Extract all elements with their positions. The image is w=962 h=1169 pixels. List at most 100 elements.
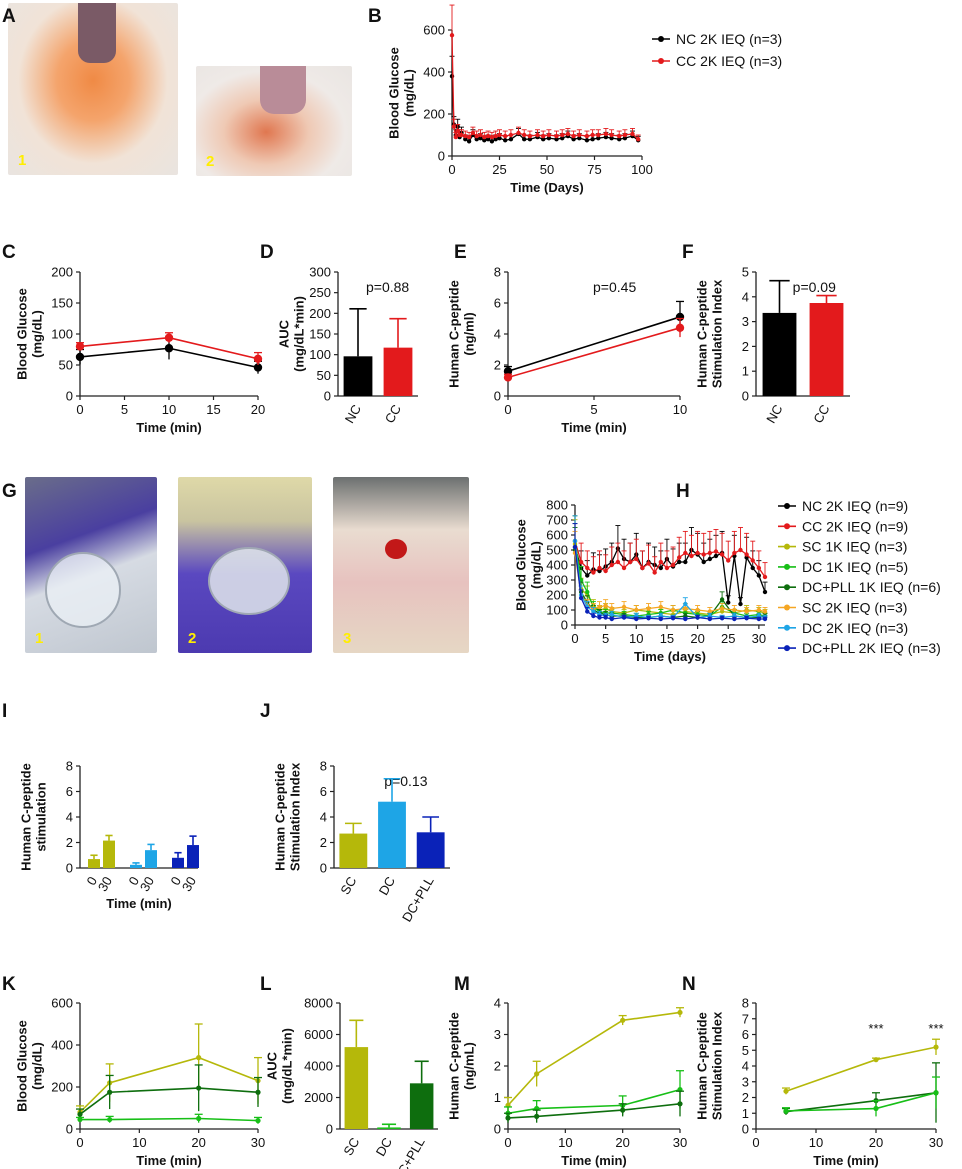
- panel-b-data-point: [459, 132, 464, 138]
- panel-h-data-point: [658, 604, 664, 610]
- panel-m-y-label: Human C-peptide: [447, 1012, 462, 1120]
- panel-n-y-label: Stimulation Index: [710, 1011, 725, 1120]
- panel-j-annotation: p=0.13: [384, 773, 427, 789]
- panel-e-series-line: [507, 316, 681, 372]
- panel-c-data-point: [75, 352, 85, 362]
- panel-h-data-point: [609, 562, 614, 568]
- panel-m-x-label: Time (min): [561, 1153, 627, 1168]
- panel-l-y-tick-label: 6000: [304, 1027, 333, 1042]
- panel-d-y-tick-label: 150: [309, 327, 331, 342]
- panel-h-legend-label: CC 2K IEQ (n=9): [802, 518, 908, 534]
- panel-h-data-point: [676, 559, 682, 565]
- panel-letter-d: D: [260, 242, 274, 263]
- panel-c-data-point: [164, 333, 174, 342]
- panel-j-category-label: DC+PLL: [399, 874, 437, 924]
- panel-b-data-point: [503, 133, 508, 139]
- panel-b-data-point: [522, 137, 527, 142]
- photo-g2: 2: [178, 477, 312, 653]
- panel-d-y-tick-label: 100: [309, 347, 331, 362]
- panel-h-data-point: [750, 558, 755, 563]
- panel-b-data-point: [466, 134, 472, 140]
- panel-k-data-point: [255, 1118, 261, 1124]
- panel-k-y-label: Blood Glucose: [15, 1020, 30, 1112]
- panel-b-x-tick-label: 100: [631, 162, 653, 177]
- panel-f-bar: [762, 312, 797, 396]
- panel-h-data-point: [658, 559, 664, 565]
- panel-h-data-point: [634, 556, 639, 562]
- panel-b-data-point: [617, 133, 622, 139]
- panel-d-category-label: CC: [382, 402, 404, 426]
- panel-b-legend-label: CC 2K IEQ (n=3): [676, 53, 782, 69]
- panel-k-x-tick-label: 0: [76, 1135, 83, 1150]
- panel-i-y-tick-label: 0: [66, 861, 73, 876]
- panel-n-y-tick-label: 6: [742, 1027, 749, 1042]
- panel-c-data-point: [253, 363, 263, 372]
- panel-b-data-point: [489, 139, 495, 144]
- panel-l-bar: [377, 1127, 401, 1129]
- panel-b-data-point: [546, 135, 552, 141]
- panel-i-y-tick-label: 6: [66, 784, 73, 799]
- panel-h-data-point: [615, 559, 621, 565]
- panel-h-legend-marker: [784, 523, 790, 530]
- panel-h-x-tick-label: 10: [629, 631, 643, 646]
- panel-h-data-point: [658, 616, 664, 622]
- panel-n-y-tick-label: 5: [742, 1043, 749, 1058]
- panel-b-data-point: [493, 133, 498, 139]
- panel-h-data-point: [646, 616, 651, 621]
- panel-h-legend-label: DC 2K IEQ (n=3): [802, 620, 908, 636]
- panel-k-data-point: [196, 1085, 202, 1091]
- panel-h-data-point: [695, 607, 700, 613]
- panel-n-x-tick-label: 20: [869, 1135, 883, 1150]
- panel-d-bar: [343, 356, 373, 396]
- panel-c-y-tick-label: 100: [51, 327, 73, 342]
- panel-l-y-tick-label: 4000: [304, 1059, 333, 1074]
- panel-i-category-label: 30: [95, 874, 115, 894]
- panel-h-data-point: [683, 601, 688, 607]
- panel-b-data-point: [474, 137, 479, 142]
- panel-c-x-label: Time (min): [136, 420, 202, 435]
- panel-b-data-point: [463, 133, 468, 139]
- panel-e-data-point: [503, 367, 513, 376]
- panel-h-legend-marker: [784, 584, 790, 591]
- panel-d-y-tick-label: 250: [309, 285, 331, 300]
- panel-e-series-line: [507, 327, 681, 379]
- panel-j-y-tick-label: 4: [320, 810, 327, 825]
- panel-b-data-point: [453, 134, 458, 140]
- panel-h-data-point: [621, 604, 627, 610]
- panel-m-data-point: [534, 1071, 540, 1077]
- panel-h-data-point: [597, 615, 602, 620]
- panel-c-y-label: Blood Glucose: [15, 288, 30, 380]
- panel-h-data-point: [683, 550, 688, 556]
- panel-d-y-tick-label: 0: [324, 389, 331, 404]
- panel-h-data-point: [756, 565, 762, 571]
- panel-b-data-point: [560, 132, 565, 138]
- panel-k-data-point: [107, 1089, 113, 1095]
- panel-h-data-point: [664, 565, 670, 571]
- panel-b-data-point: [463, 137, 468, 142]
- panel-k-y-tick-label: 0: [66, 1122, 73, 1137]
- panel-b-data-point: [546, 132, 552, 138]
- panel-l-category-label: SC: [340, 1135, 362, 1158]
- panel-h-y-tick-label: 0: [561, 618, 568, 633]
- panel-h-legend-marker: [784, 503, 790, 509]
- panel-h-data-point: [713, 553, 719, 559]
- panel-k-y-tick-label: 600: [51, 996, 73, 1011]
- panel-b-legend-marker: [658, 58, 664, 64]
- panel-h-y-tick-label: 300: [546, 573, 568, 588]
- panel-h-data-point: [646, 606, 651, 611]
- panel-b-data-point: [577, 135, 582, 141]
- panel-b-y-tick-label: 0: [438, 149, 445, 164]
- photo-number: 1: [35, 630, 44, 647]
- panel-b-data-point: [603, 131, 609, 137]
- panel-c-data-point: [253, 354, 263, 363]
- panel-h-data-point: [640, 565, 645, 571]
- panel-c-data-point: [75, 342, 85, 351]
- panel-l-y-tick-label: 0: [326, 1122, 333, 1137]
- panel-e-data-point: [675, 323, 685, 332]
- panel-f-y-tick-label: 5: [742, 265, 749, 280]
- panel-l-category-label: DC+PLL: [390, 1135, 428, 1169]
- panel-f-y-tick-label: 4: [742, 289, 749, 304]
- panel-h-x-tick-label: 0: [571, 631, 578, 646]
- panel-h-series-line: [574, 549, 766, 619]
- panel-b-data-point: [503, 138, 508, 143]
